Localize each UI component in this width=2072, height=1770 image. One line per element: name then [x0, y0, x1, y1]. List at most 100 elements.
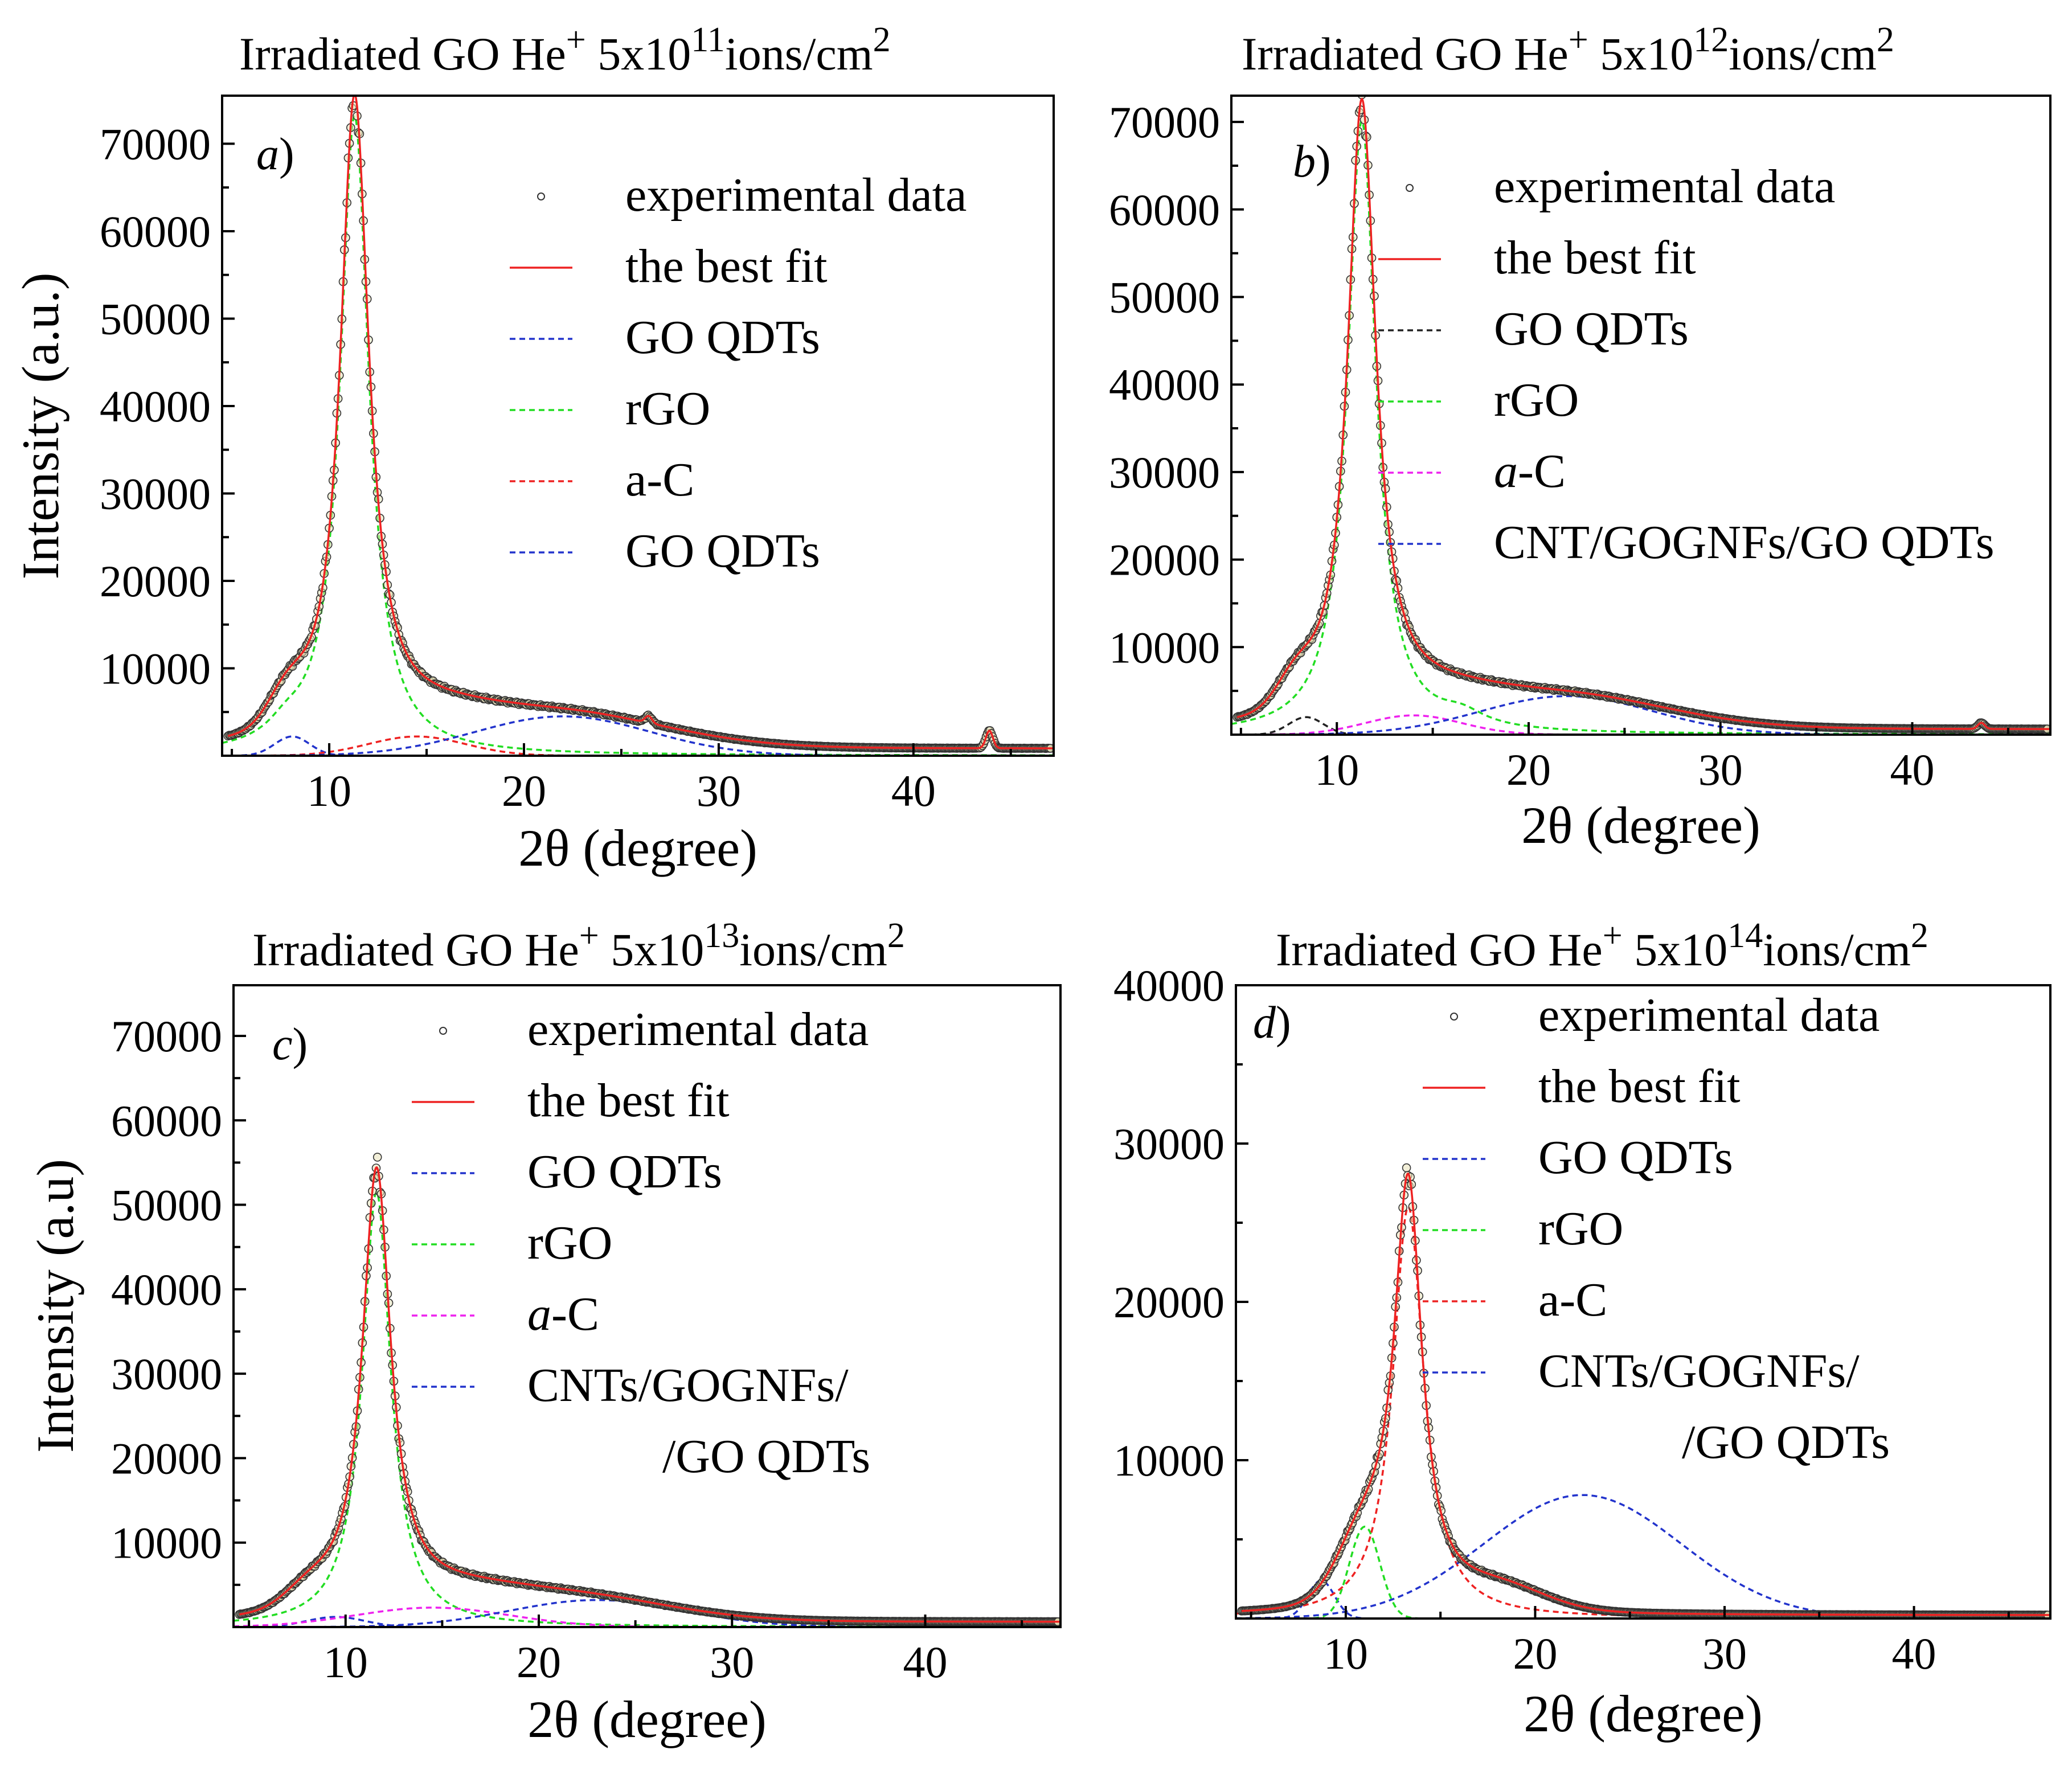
plot-frame [232, 984, 1062, 1628]
legend: experimental data the best fit GO QDTs rGO a… [510, 169, 967, 577]
y-tick-label: 10000 [1113, 1436, 1225, 1485]
data-point [351, 86, 359, 94]
legend-label: rGO [625, 382, 710, 435]
legend-marker-icon [537, 192, 545, 200]
y-tick-label: 60000 [100, 207, 211, 256]
legend-marker-icon [1450, 1013, 1458, 1021]
y-tick-label: 10000 [1109, 622, 1220, 672]
x-tick-label: 10 [307, 766, 351, 816]
y-tick-label: 40000 [1109, 360, 1220, 409]
legend-label: the best fit [1494, 231, 1696, 284]
x-axis-label: 2θ (degree) [1524, 1685, 1762, 1743]
x-tick-label: 30 [710, 1637, 754, 1687]
legend-marker-icon [439, 1027, 447, 1035]
x-tick-label: 30 [697, 766, 741, 816]
x-axis-label: 2θ (degree) [518, 819, 757, 877]
x-tick-label: 20 [517, 1637, 561, 1687]
component-curve-4 [222, 715, 1054, 756]
y-tick-label: 40000 [111, 1265, 222, 1314]
x-tick-label: 20 [1513, 1629, 1557, 1678]
legend-label: a-C [625, 453, 694, 506]
y-tick-label: 30000 [111, 1349, 222, 1399]
component-curve-1 [234, 1616, 1060, 1627]
plot-area [234, 1153, 1060, 1627]
data-point [352, 80, 360, 88]
data-point [1359, 85, 1367, 93]
panel-title: Irradiated GO He+ 5x1014ions/cm2 [1276, 916, 1928, 976]
y-tick-label: 50000 [1109, 273, 1220, 322]
legend-label: experimental data [625, 169, 967, 222]
y-tick-label: 30000 [100, 469, 211, 518]
legend-label: experimental data [527, 1003, 869, 1056]
y-tick-label: 20000 [1109, 535, 1220, 585]
best-fit-curve [227, 96, 1054, 749]
x-tick-label: 10 [324, 1637, 368, 1687]
y-axis-label: Intensity (a.u.) [11, 272, 69, 579]
legend-label: experimental data [1494, 160, 1835, 213]
x-tick-label: 40 [1892, 1629, 1936, 1678]
component-curve-4 [1231, 695, 2050, 735]
legend: experimental data the best fit GO QDTs rGO a… [412, 1003, 870, 1483]
legend-label: GO QDTs [1538, 1131, 1733, 1184]
panel-label: c) [272, 1019, 308, 1070]
chart-panel-a: 10 20 30 40 10000 20000 30000 40000 50000 60000 70… [11, 21, 1055, 877]
component-curve-3 [234, 1607, 1060, 1627]
x-tick-label: 20 [502, 766, 546, 816]
y-tick-label: 30000 [1113, 1119, 1225, 1169]
panel-title: Irradiated GO He+ 5x1011ions/cm2 [239, 21, 891, 80]
component-curve-2 [1236, 1526, 2050, 1619]
x-tick-label: 40 [903, 1637, 948, 1687]
y-tick-label: 10000 [100, 644, 211, 693]
legend-label: /GO QDTs [1682, 1416, 1890, 1469]
y-tick-label: 10000 [111, 1518, 222, 1568]
component-curve-3 [222, 735, 1054, 756]
y-tick-label: 20000 [100, 556, 211, 606]
y-axis-label: Intensity (a.u) [26, 1159, 84, 1453]
legend-label: a-C [1538, 1273, 1607, 1326]
legend-label: the best fit [1538, 1060, 1741, 1113]
legend-label: experimental data [1538, 989, 1879, 1042]
x-tick-label: 30 [1702, 1629, 1747, 1678]
panel-label: a) [256, 129, 294, 179]
legend-label: /GO QDTs [662, 1430, 870, 1483]
y-tick-label: 20000 [111, 1433, 222, 1483]
legend-label: GO QDTs [1494, 302, 1689, 355]
y-tick-label: 50000 [111, 1181, 222, 1230]
data-point [372, 1153, 382, 1162]
legend: experimental data the best fit GO QDTs rGO a… [1423, 989, 1890, 1469]
x-tick-label: 20 [1506, 745, 1551, 794]
legend-label: the best fit [625, 240, 828, 293]
panel-title: Irradiated GO He+ 5x1013ions/cm2 [252, 916, 905, 976]
plot-frame [221, 95, 1055, 757]
best-fit-curve [239, 1166, 1060, 1623]
y-tick-label: 30000 [1109, 448, 1220, 497]
y-tick-label: 40000 [1113, 961, 1225, 1010]
y-tick-label: 20000 [1113, 1277, 1225, 1327]
plot-area [222, 80, 1054, 756]
component-curve-4 [1236, 1494, 2050, 1619]
legend-marker-icon [1406, 184, 1414, 192]
chart-panel-b: 10 20 30 40 10000 20000 30000 40000 50000 60000 70… [1109, 21, 2051, 854]
plot-area [1231, 85, 2050, 735]
legend-label: CNTs/GOGNFs/ [527, 1359, 849, 1412]
component-curve-3 [1236, 1206, 2050, 1619]
data-point [1402, 1163, 1411, 1173]
legend-label: CNT/GOGNFs/GO QDTs [1494, 516, 1995, 569]
x-tick-label: 10 [1315, 745, 1359, 794]
x-tick-label: 40 [891, 766, 936, 816]
x-tick-label: 40 [1890, 745, 1935, 794]
best-fit-curve [1241, 1172, 2050, 1616]
plot-frame [1230, 95, 2051, 736]
legend-label: GO QDTs [625, 525, 820, 577]
component-curve-3 [1231, 714, 2050, 735]
legend-label: GO QDTs [625, 311, 820, 364]
x-tick-label: 30 [1698, 745, 1743, 794]
y-tick-label: 40000 [100, 382, 211, 431]
legend-label: rGO [1538, 1202, 1623, 1255]
y-tick-label: 70000 [1109, 97, 1220, 147]
legend-label: GO QDTs [527, 1145, 722, 1198]
panel-label: b) [1293, 137, 1331, 187]
x-axis-label: 2θ (degree) [527, 1690, 766, 1748]
best-fit-curve [1236, 97, 2050, 730]
